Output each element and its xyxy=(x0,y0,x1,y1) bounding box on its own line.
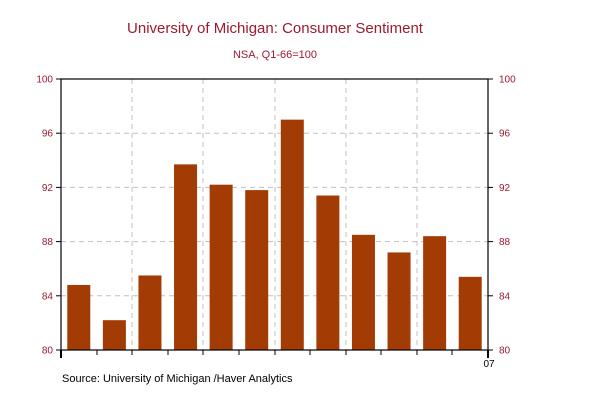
bar xyxy=(67,284,91,350)
chart-title: University of Michigan: Consumer Sentime… xyxy=(127,20,424,37)
bar xyxy=(138,275,162,350)
bar xyxy=(458,276,482,350)
axes: 80 80 84 84 88 88 92 92 96 96 100 100 07 xyxy=(36,75,516,371)
y-tick-label-left: 80 xyxy=(42,346,54,357)
y-tick-label-right: 80 xyxy=(499,346,511,357)
y-tick-label-left: 88 xyxy=(42,237,54,248)
bar xyxy=(387,252,411,350)
y-tick-label-left: 100 xyxy=(36,75,53,86)
y-tick-label-right: 84 xyxy=(499,291,511,302)
y-tick-label-left: 92 xyxy=(42,183,54,194)
source-note: Source: University of Michigan /Haver An… xyxy=(62,373,293,385)
x-tick-label: 07 xyxy=(483,359,495,370)
bar xyxy=(316,195,340,350)
y-tick-label-right: 96 xyxy=(499,129,511,140)
bar xyxy=(351,234,375,350)
y-tick-label-left: 96 xyxy=(42,129,54,140)
bar xyxy=(245,190,269,350)
bar xyxy=(174,164,198,350)
y-tick-label-right: 100 xyxy=(499,75,516,86)
bar xyxy=(423,236,447,350)
bars xyxy=(67,119,482,351)
gridlines xyxy=(61,79,488,350)
y-tick-label-right: 92 xyxy=(499,183,511,194)
bar xyxy=(209,184,233,350)
chart-subtitle: NSA, Q1-66=100 xyxy=(233,49,317,61)
bar xyxy=(102,320,126,350)
bar xyxy=(280,119,304,351)
y-tick-label-left: 84 xyxy=(42,291,54,302)
y-tick-label-right: 88 xyxy=(499,237,511,248)
